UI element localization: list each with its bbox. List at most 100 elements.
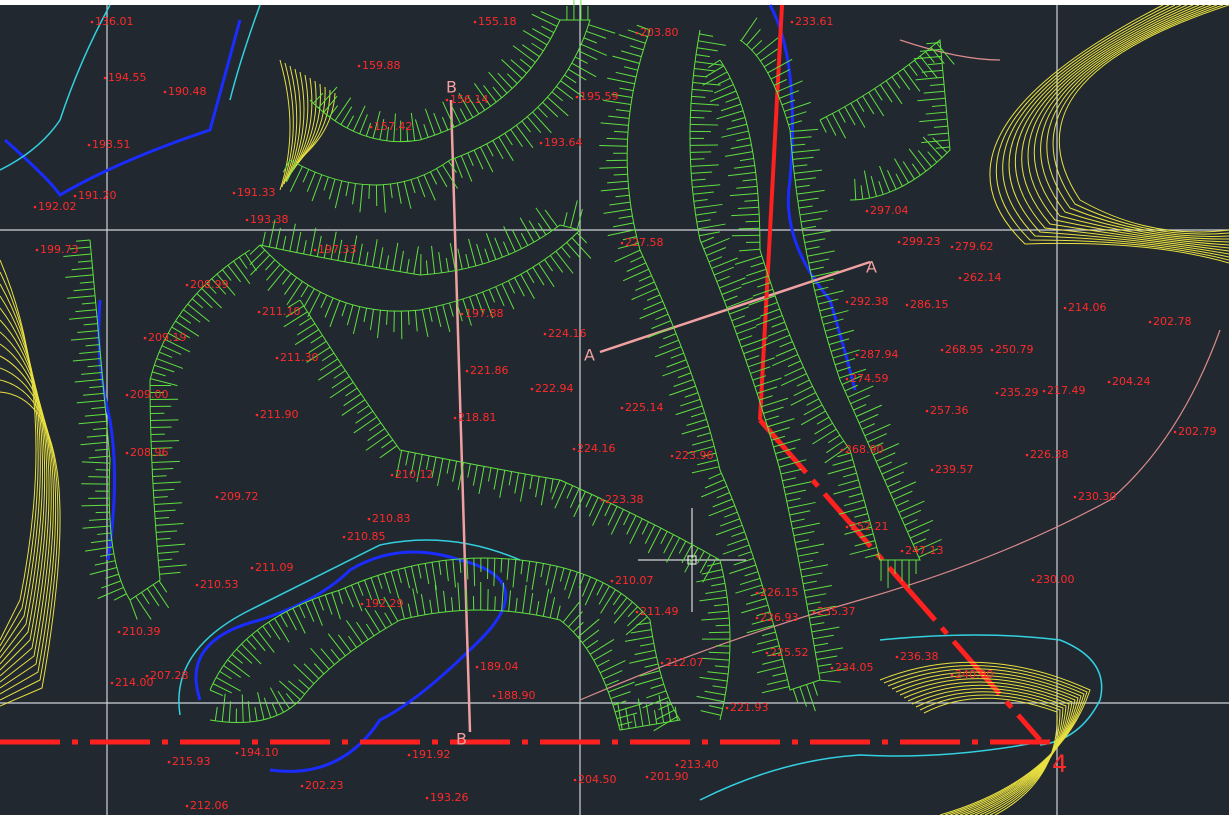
hatch	[392, 242, 399, 271]
hatch	[504, 132, 513, 146]
elevation-label: 212.06	[190, 799, 229, 812]
hatch	[936, 42, 955, 65]
hatch	[352, 105, 366, 132]
hatch	[79, 351, 101, 354]
hatch	[424, 108, 436, 136]
elevation-label: 299.23	[902, 235, 941, 248]
hatch	[164, 338, 191, 353]
hatch	[442, 101, 455, 128]
hatch	[837, 452, 851, 458]
hatch	[364, 251, 369, 266]
slope-edge	[719, 39, 921, 561]
hatch	[436, 168, 448, 188]
hatch	[780, 373, 807, 387]
hatch	[870, 442, 884, 449]
elevation-point	[360, 602, 364, 606]
elevation-label: 157.42	[374, 120, 413, 133]
hatch	[571, 62, 597, 78]
hatch	[915, 76, 944, 81]
hatch	[653, 709, 658, 724]
contour	[1008, 4, 1229, 255]
hatch	[892, 490, 913, 501]
hatch	[832, 349, 860, 359]
hatch	[637, 698, 644, 727]
hatch	[638, 275, 652, 282]
hatch	[701, 569, 723, 575]
hatch	[830, 346, 845, 352]
hatch	[221, 269, 232, 281]
elevation-point	[35, 248, 39, 252]
elevation-point	[950, 673, 954, 677]
hatch	[666, 700, 672, 722]
hatch	[737, 206, 759, 209]
elevation-point	[830, 666, 834, 670]
hatch	[567, 611, 583, 628]
hatch	[318, 86, 338, 109]
hatch	[158, 580, 168, 593]
contour	[0, 367, 57, 695]
hatch	[612, 593, 622, 606]
elevation-label: 217.49	[1047, 384, 1086, 397]
hatch	[153, 488, 175, 491]
hatch	[800, 564, 829, 571]
elevation-point	[543, 332, 547, 336]
hatch	[501, 59, 523, 79]
hatch	[465, 253, 470, 268]
hatch	[152, 481, 181, 485]
elevation-label: 286.15	[910, 298, 949, 311]
hatch	[919, 118, 948, 123]
hatch	[731, 213, 760, 217]
hatch	[442, 164, 458, 189]
hatch	[711, 257, 738, 269]
contour	[281, 62, 294, 188]
elevation-point	[755, 591, 759, 595]
hatch	[542, 588, 550, 617]
hatch	[681, 544, 693, 564]
hatch	[715, 624, 730, 627]
hatch	[696, 47, 718, 52]
hatch	[79, 281, 94, 284]
hatch	[794, 177, 816, 181]
hatch	[300, 284, 309, 298]
hatch	[721, 130, 749, 138]
hatch	[381, 439, 394, 449]
hatch	[756, 611, 771, 617]
hatch	[714, 84, 734, 94]
hatch	[603, 99, 632, 105]
hatch	[812, 682, 819, 696]
hatch	[760, 48, 778, 62]
hatch	[789, 510, 811, 516]
hatch	[311, 599, 323, 626]
hatch	[670, 352, 684, 359]
hatch	[556, 86, 574, 100]
hatch	[692, 191, 714, 195]
hatch	[284, 277, 298, 295]
hatch	[745, 220, 760, 223]
hatch	[429, 599, 433, 614]
slope-edge	[299, 299, 731, 721]
hatch	[478, 466, 485, 494]
hatch	[809, 613, 831, 619]
hatch	[727, 171, 756, 177]
hatch	[826, 440, 845, 454]
hatch	[371, 239, 378, 267]
hatch	[63, 253, 92, 257]
hatch	[352, 183, 357, 205]
elevation-label: 155.18	[478, 15, 517, 28]
hatch	[759, 395, 773, 401]
elevation-label: 192.02	[38, 200, 77, 213]
elevation-label: 279.62	[955, 240, 994, 253]
hatch	[881, 462, 908, 475]
hatch	[406, 258, 410, 273]
hatch	[377, 575, 383, 589]
hatch	[69, 316, 98, 320]
elevation-point	[163, 90, 167, 94]
hatch	[365, 433, 390, 451]
hatch	[867, 433, 887, 443]
hatch	[742, 178, 757, 182]
hatch	[519, 473, 526, 502]
hatch	[153, 496, 168, 498]
elevation-label: 191.20	[78, 189, 117, 202]
hatch	[658, 695, 665, 723]
hatch	[907, 519, 934, 533]
